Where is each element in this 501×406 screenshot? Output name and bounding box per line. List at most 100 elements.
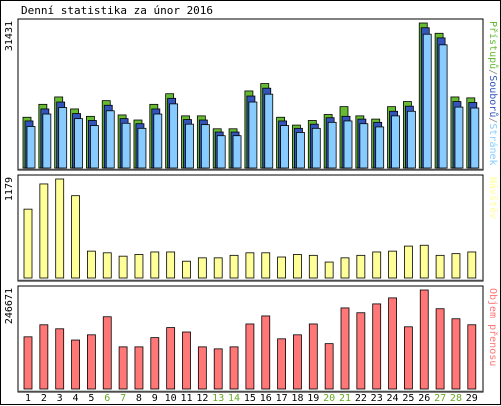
day-label-20: 20 [323,393,335,404]
bar-kbytes-day-19 [308,323,318,390]
bar-kbytes-day-1 [23,336,33,390]
panel-1-max-label: 31431 [4,21,15,51]
day-label-19: 19 [307,393,319,404]
bar-stránek-day-23 [375,126,385,169]
bar-stránek-day-8 [137,127,147,169]
bar-stránek-day-1 [26,126,36,169]
bar-stránek-day-9 [153,113,163,169]
bar-visits-day-23 [372,251,382,279]
day-label-14: 14 [228,393,240,404]
bar-visits-day-19 [308,254,318,279]
bar-stránek-day-14 [232,135,242,169]
panel-1-ylabel-part-0: Přístupů [487,21,499,69]
bar-visits-day-16 [261,252,271,279]
bar-visits-day-29 [467,251,477,279]
bar-stránek-day-15 [248,101,258,169]
bar-kbytes-day-18 [293,334,302,390]
bar-stránek-day-27 [438,44,448,169]
bar-kbytes-day-11 [182,331,191,390]
bar-stránek-day-7 [121,122,131,169]
day-label-3: 3 [57,393,63,404]
panel-1-ylabel: Přístupů/Souborů/Stránek [487,21,499,166]
bar-visits-day-12 [197,257,207,279]
day-label-27: 27 [434,393,446,404]
panel-3-max-label: 246671 [4,288,15,324]
day-label-5: 5 [88,393,94,404]
day-label-18: 18 [291,393,303,404]
bar-visits-day-26 [419,244,429,279]
day-label-1: 1 [25,393,31,404]
bar-kbytes-day-20 [324,343,334,390]
bar-visits-day-2 [39,183,49,279]
bar-kbytes-day-25 [403,326,413,390]
day-label-15: 15 [244,393,256,404]
bar-visits-day-22 [356,254,366,279]
panel-1-ylabel-part-2: Souborů [487,75,499,117]
bar-kbytes-day-16 [261,315,271,390]
day-label-12: 12 [196,393,208,404]
day-label-17: 17 [276,393,288,404]
bar-visits-day-7 [118,255,128,279]
panel-1-ylabel-part-3: / [487,117,498,123]
bar-visits-day-14 [229,254,239,279]
bar-stránek-day-12 [200,124,210,169]
bar-visits-day-5 [87,250,96,279]
day-label-21: 21 [339,393,351,404]
bar-kbytes-day-24 [388,297,397,390]
day-label-13: 13 [212,393,224,404]
bar-kbytes-day-9 [150,337,160,390]
day-label-2: 2 [41,393,47,404]
bar-kbytes-day-12 [197,346,207,390]
bar-visits-day-13 [213,257,223,279]
bar-stránek-day-4 [74,118,83,169]
day-label-29: 29 [466,393,478,404]
bar-stránek-day-19 [311,127,321,169]
bar-kbytes-day-15 [245,323,255,390]
bar-stránek-day-20 [327,121,337,169]
bar-kbytes-day-7 [118,346,128,390]
bar-kbytes-day-26 [419,289,429,390]
bar-visits-day-21 [340,257,350,279]
bar-stránek-day-25 [406,110,416,169]
bar-stránek-day-18 [296,132,305,169]
bar-kbytes-day-23 [372,303,382,390]
bar-stránek-day-16 [264,93,274,169]
panel-2-max-label: 1179 [4,177,15,201]
day-label-16: 16 [260,393,272,404]
bar-stránek-day-26 [422,33,432,169]
bar-kbytes-day-14 [229,346,239,390]
bar-visits-day-6 [102,252,112,279]
bar-visits-day-10 [166,251,176,279]
bar-kbytes-day-6 [102,316,112,390]
bar-kbytes-day-4 [71,339,80,390]
bar-stránek-day-13 [216,135,226,169]
bar-visits-day-25 [403,245,413,279]
day-label-6: 6 [104,393,110,404]
bar-visits-day-27 [435,254,445,279]
bar-stránek-day-28 [454,106,464,169]
bar-kbytes-day-29 [467,324,477,390]
bar-stránek-day-24 [391,115,400,169]
bar-stránek-day-17 [280,125,290,169]
panel-1-ylabel-part-1: / [487,69,498,75]
bar-kbytes-day-21 [340,307,350,390]
day-label-9: 9 [152,393,158,404]
day-label-26: 26 [418,393,430,404]
bar-stránek-day-2 [42,113,52,169]
bar-stránek-day-22 [359,123,369,169]
bar-stránek-day-6 [105,110,115,169]
bar-kbytes-day-2 [39,324,49,390]
day-label-7: 7 [120,393,126,404]
bar-stránek-day-5 [90,125,99,169]
day-label-4: 4 [73,393,79,404]
bar-kbytes-day-28 [451,318,461,390]
chart-title: Denní statistika za únor 2016 [21,4,213,17]
bar-kbytes-day-5 [87,334,96,390]
bar-visits-day-24 [388,250,397,279]
bar-visits-day-11 [182,260,191,279]
day-label-28: 28 [450,393,462,404]
bar-kbytes-day-8 [134,346,144,390]
day-label-8: 8 [136,393,142,404]
bar-visits-day-8 [134,254,144,279]
